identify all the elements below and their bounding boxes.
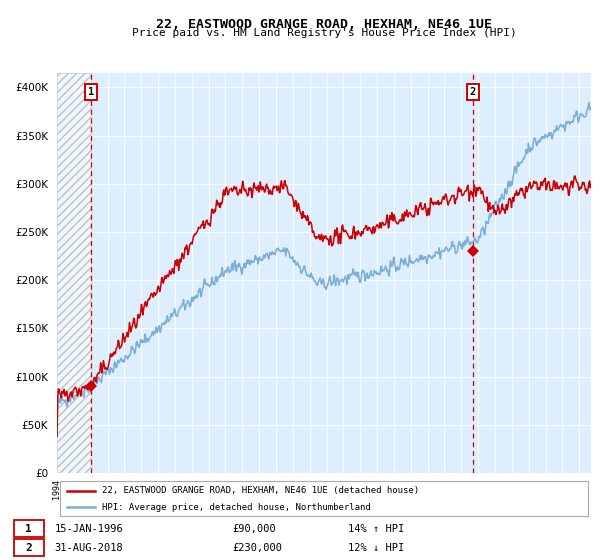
Text: HPI: Average price, detached house, Northumberland: HPI: Average price, detached house, Nort… [103,503,371,512]
Text: 14% ↑ HPI: 14% ↑ HPI [349,524,404,534]
FancyBboxPatch shape [14,520,44,537]
Text: Price paid vs. HM Land Registry's House Price Index (HPI): Price paid vs. HM Land Registry's House … [131,28,517,38]
Text: 22, EASTWOOD GRANGE ROAD, HEXHAM, NE46 1UE (detached house): 22, EASTWOOD GRANGE ROAD, HEXHAM, NE46 1… [103,486,419,495]
Text: £230,000: £230,000 [232,543,282,553]
Text: 1: 1 [25,524,32,534]
Text: 15-JAN-1996: 15-JAN-1996 [55,524,123,534]
Text: 2: 2 [25,543,32,553]
Text: 2: 2 [469,87,476,97]
Bar [57,73,91,473]
FancyBboxPatch shape [14,539,44,556]
Text: 31-AUG-2018: 31-AUG-2018 [55,543,123,553]
Text: 1: 1 [88,87,94,97]
Text: £90,000: £90,000 [232,524,276,534]
Bar [57,73,91,473]
Text: 12% ↓ HPI: 12% ↓ HPI [349,543,404,553]
Text: 22, EASTWOOD GRANGE ROAD, HEXHAM, NE46 1UE: 22, EASTWOOD GRANGE ROAD, HEXHAM, NE46 1… [156,18,492,31]
FancyBboxPatch shape [59,482,589,516]
